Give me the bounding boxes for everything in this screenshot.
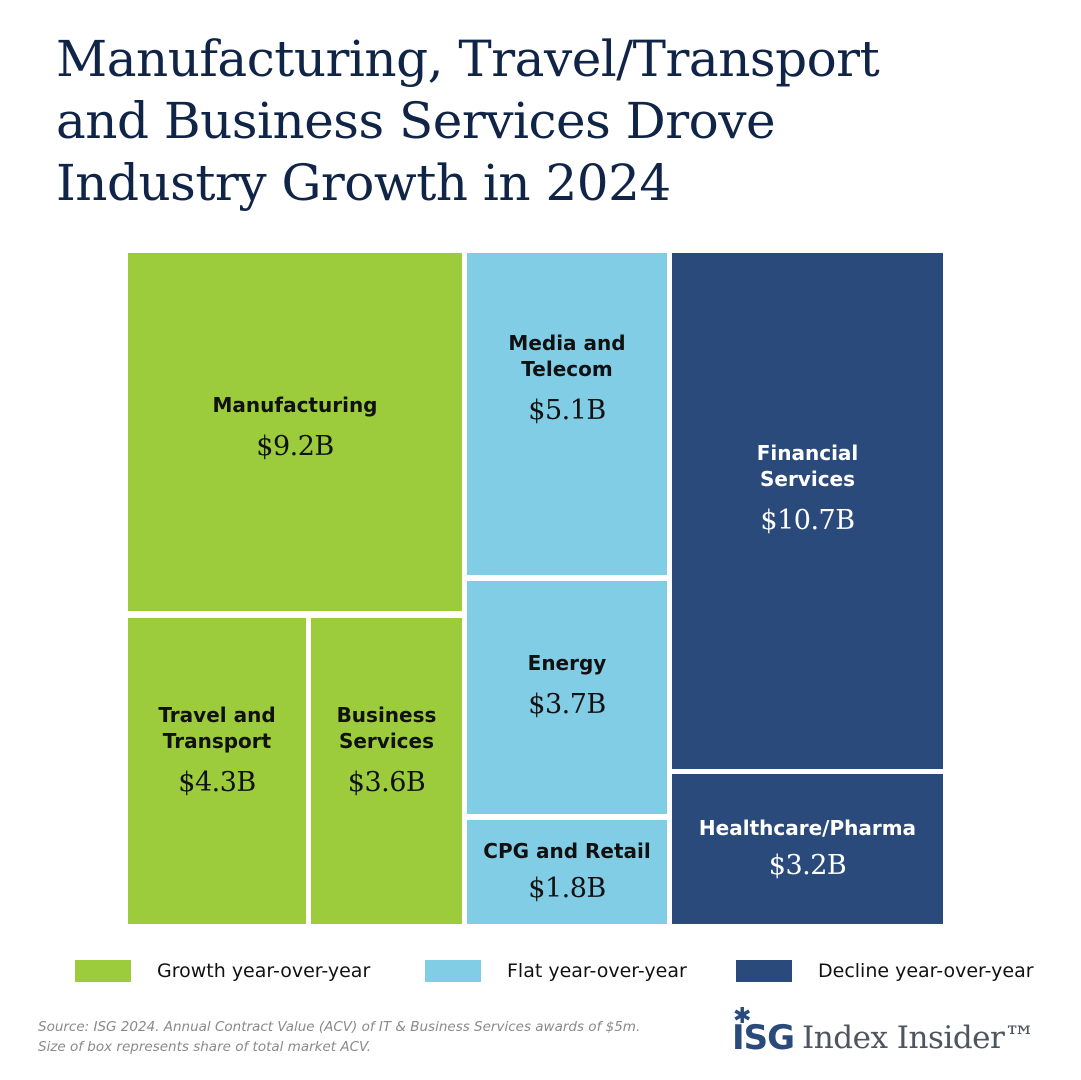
legend-label-growth: Growth year-over-year [157, 960, 371, 982]
legend-item-decline: Decline year-over-year [736, 956, 1034, 986]
source-note: Source: ISG 2024. Annual Contract Value … [38, 1017, 718, 1057]
tile-label-travel-and-transport: Travel and Transport [158, 703, 276, 753]
chart-title: Manufacturing, Travel/Transport and Busi… [56, 28, 1056, 214]
tile-label-manufacturing: Manufacturing [212, 393, 378, 417]
tile-healthcare-pharma: Healthcare/Pharma $3.2B [672, 774, 943, 924]
tile-financial-services: Financial Services $10.7B [672, 253, 943, 769]
chart-title-line-3: Industry Growth in 2024 [56, 154, 671, 212]
tile-media-and-telecom: Media and Telecom $5.1B [467, 253, 667, 575]
legend-swatch-growth [75, 960, 131, 982]
legend: Growth year-over-year Flat year-over-yea… [0, 956, 1081, 986]
legend-swatch-flat [425, 960, 481, 982]
legend-item-flat: Flat year-over-year [425, 956, 687, 986]
tile-energy: Energy $3.7B [467, 581, 667, 814]
tile-label-energy: Energy [527, 650, 607, 675]
tile-value-media-and-telecom: $5.1B [528, 395, 606, 426]
tile-travel-and-transport: Travel and Transport $4.3B [128, 618, 306, 924]
tile-label-financial-services: Financial Services [756, 441, 859, 491]
source-line-1: Source: ISG 2024. Annual Contract Value … [38, 1019, 641, 1035]
brand-logo: ✱ ISG Index Insider™ [732, 1002, 1035, 1059]
asterisk-icon: ✱ [733, 1004, 751, 1029]
source-line-2: Size of box represents share of total ma… [38, 1039, 372, 1055]
legend-item-growth: Growth year-over-year [75, 956, 370, 986]
brand-name: Index Insider™ [802, 1020, 1035, 1056]
tile-value-business-services: $3.6B [347, 767, 426, 798]
tile-cpg-and-retail: CPG and Retail $1.8B [467, 820, 667, 924]
legend-label-flat: Flat year-over-year [507, 960, 687, 982]
tile-value-energy: $3.7B [528, 688, 606, 720]
tile-label-business-services: Business Services [336, 703, 437, 753]
tile-manufacturing: Manufacturing $9.2B [128, 253, 462, 611]
tile-business-services: Business Services $3.6B [311, 618, 462, 924]
chart-title-line-1: Manufacturing, Travel/Transport [56, 30, 880, 88]
tile-label-cpg-and-retail: CPG and Retail [483, 839, 651, 863]
legend-label-decline: Decline year-over-year [818, 960, 1034, 982]
tile-value-cpg-and-retail: $1.8B [528, 873, 606, 904]
chart-title-line-2: and Business Services Drove [56, 92, 776, 150]
tile-value-travel-and-transport: $4.3B [178, 767, 256, 798]
tile-value-financial-services: $10.7B [760, 505, 855, 536]
tile-label-media-and-telecom: Media and Telecom [508, 331, 626, 381]
isg-logo-text: ISG [732, 1018, 795, 1058]
tile-value-healthcare-pharma: $3.2B [768, 850, 847, 881]
legend-swatch-decline [736, 960, 792, 982]
isg-logo-mark: ✱ ISG [732, 1006, 795, 1059]
tile-value-manufacturing: $9.2B [256, 431, 334, 462]
tile-label-healthcare-pharma: Healthcare/Pharma [698, 816, 917, 840]
